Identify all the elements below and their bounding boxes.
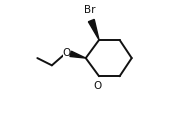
Text: Br: Br [84,4,95,15]
Polygon shape [70,51,86,58]
Text: O: O [94,81,102,91]
Polygon shape [88,19,99,40]
Text: O: O [63,48,71,58]
